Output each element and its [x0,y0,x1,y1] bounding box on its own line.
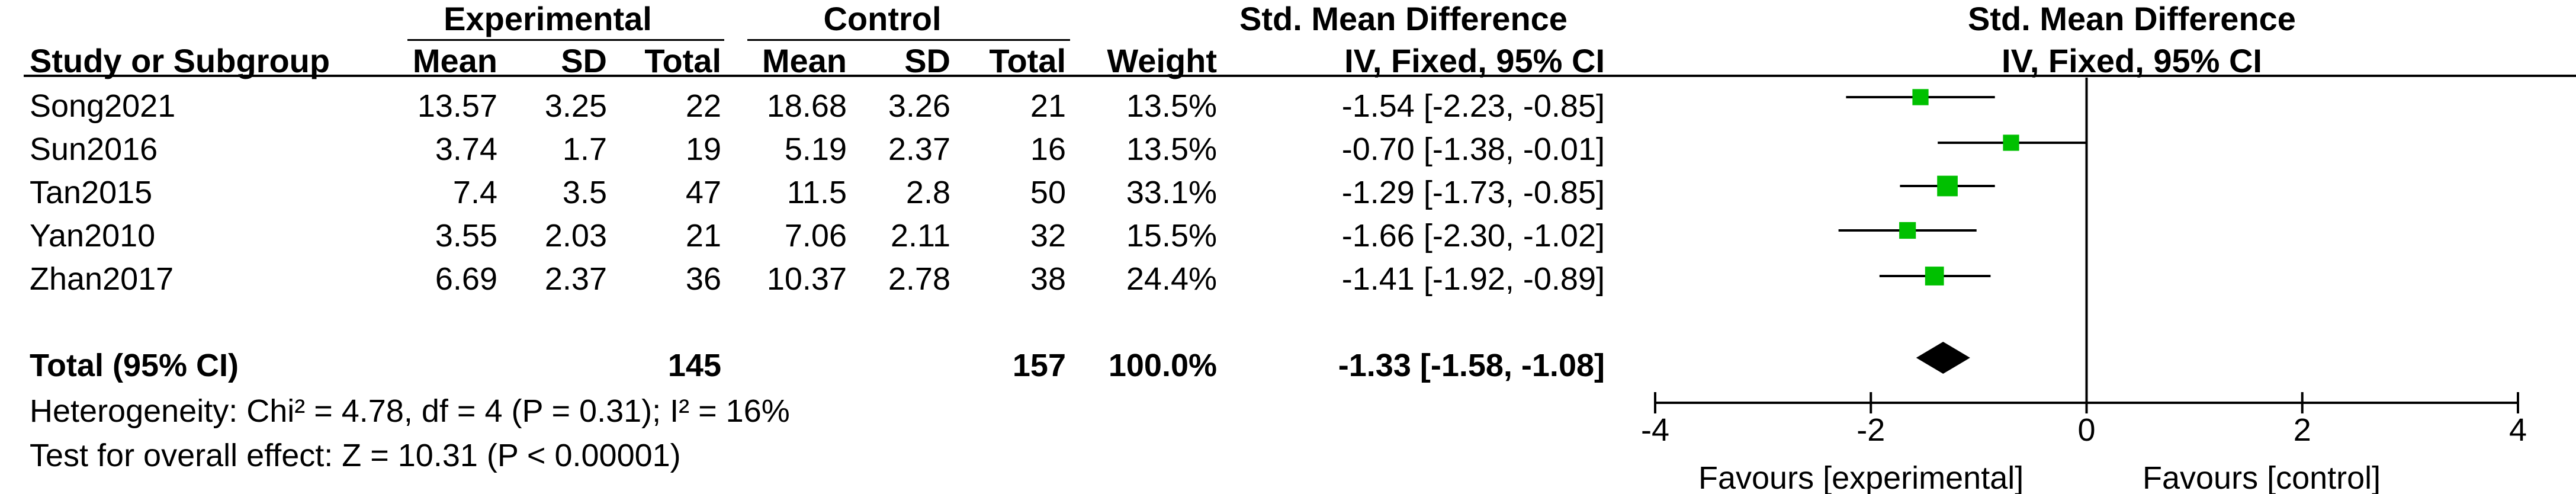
weight-value: 24.4% [1126,261,1217,297]
exp-mean-value: 13.57 [417,88,497,124]
header-smd-plot: Std. Mean Difference [1968,0,2296,37]
header-rule [24,75,2576,77]
x-tick-label: 2 [2294,412,2311,448]
ctl-mean-value: 18.68 [766,88,847,124]
ctl-total-value: 16 [1030,131,1066,167]
favours-experimental-label: Favours [experimental] [1698,460,2024,494]
weight-value: 15.5% [1126,218,1217,254]
x-tick-label: 0 [2077,412,2095,448]
ci-value: -1.66 [-2.30, -1.02] [1341,218,1605,254]
experimental-underline [407,39,724,41]
ctl-total-value: 32 [1030,218,1066,254]
study-name: Yan2010 [30,218,156,254]
col-exp-mean: Mean [412,42,497,79]
exp-total-value: 47 [685,175,721,210]
exp-mean-value: 6.69 [435,261,497,297]
ctl-sd-value: 2.37 [888,131,950,167]
study-point-marker [1925,267,1944,286]
study-name: Tan2015 [30,175,153,210]
x-tick-label: 4 [2509,412,2527,448]
weight-value: 13.5% [1126,88,1217,124]
header-experimental: Experimental [444,0,652,37]
total-exp-value: 145 [667,348,721,383]
ctl-mean-value: 5.19 [784,131,847,167]
ctl-total-value: 50 [1030,175,1066,210]
study-point-marker [1899,222,1916,239]
exp-total-value: 19 [685,131,721,167]
exp-total-value: 22 [685,88,721,124]
ci-value: -0.70 [-1.38, -0.01] [1341,131,1605,167]
exp-total-value: 21 [685,218,721,254]
ctl-sd-value: 2.8 [905,175,950,210]
ctl-mean-value: 7.06 [784,218,847,254]
ctl-mean-value: 10.37 [766,261,847,297]
col-method-plot: IV, Fixed, 95% CI [2002,42,2262,79]
total-ctl-value: 157 [1012,348,1066,383]
study-name: Song2021 [30,88,176,124]
ci-value: -1.41 [-1.92, -0.89] [1341,261,1605,297]
ctl-total-value: 21 [1030,88,1066,124]
col-ctl-sd: SD [904,42,950,79]
exp-sd-value: 2.37 [544,261,607,297]
study-point-marker [2003,134,2019,151]
col-exp-total: Total [644,42,721,79]
exp-mean-value: 3.55 [435,218,497,254]
total-weight-value: 100.0% [1108,348,1217,383]
col-ctl-mean: Mean [762,42,847,79]
heterogeneity-text: Heterogeneity: Chi² = 4.78, df = 4 (P = … [30,393,790,429]
favours-control-label: Favours [control] [2143,460,2381,494]
x-tick-label: -4 [1641,412,1669,448]
ctl-sd-value: 2.78 [888,261,950,297]
ci-value: -1.54 [-2.23, -0.85] [1341,88,1605,124]
ctl-sd-value: 3.26 [888,88,950,124]
ctl-total-value: 38 [1030,261,1066,297]
header-control: Control [823,0,942,37]
exp-sd-value: 3.25 [544,88,607,124]
exp-total-value: 36 [685,261,721,297]
exp-sd-value: 2.03 [544,218,607,254]
weight-value: 13.5% [1126,131,1217,167]
ctl-mean-value: 11.5 [786,175,847,210]
weight-value: 33.1% [1126,175,1217,210]
col-exp-sd: SD [561,42,607,79]
ctl-sd-value: 2.11 [890,218,950,254]
control-underline [747,39,1070,41]
pooled-diamond [1916,342,1970,374]
col-study: Study or Subgroup [30,42,330,79]
overall-effect-text: Test for overall effect: Z = 10.31 (P < … [30,438,681,473]
exp-mean-value: 7.4 [452,175,497,210]
ci-value: -1.29 [-1.73, -0.85] [1341,175,1605,210]
header-smd-table: Std. Mean Difference [1239,0,1568,37]
col-ctl-total: Total [989,42,1066,79]
exp-sd-value: 1.7 [562,131,607,167]
study-name: Zhan2017 [30,261,174,297]
col-weight: Weight [1107,42,1217,79]
total-label: Total (95% CI) [30,348,239,383]
total-ci-value: -1.33 [-1.58, -1.08] [1338,348,1605,383]
exp-mean-value: 3.74 [435,131,497,167]
study-point-marker [1912,89,1929,105]
exp-sd-value: 3.5 [562,175,607,210]
study-name: Sun2016 [30,131,158,167]
study-point-marker [1937,175,1958,197]
col-method-table: IV, Fixed, 95% CI [1344,42,1605,79]
x-tick-label: -2 [1856,412,1885,448]
